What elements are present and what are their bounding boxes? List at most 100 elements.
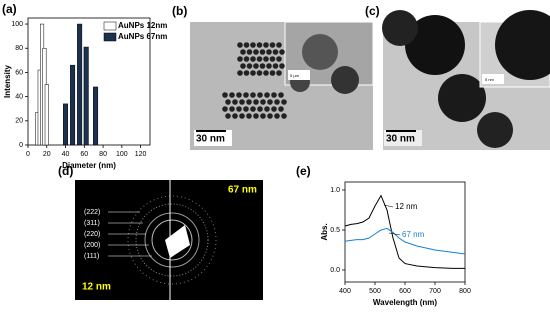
plot-frame xyxy=(27,17,151,146)
size-label: 12 nm xyxy=(82,282,111,293)
particle xyxy=(237,42,243,48)
plane-label: (111) xyxy=(84,253,99,260)
bar xyxy=(44,84,49,146)
x-tick-label: 400 xyxy=(339,288,351,295)
particle xyxy=(272,63,279,69)
particle xyxy=(253,63,259,69)
particle xyxy=(243,106,249,112)
y-tick-label: 80 xyxy=(15,45,23,52)
particle xyxy=(271,92,277,98)
particle xyxy=(243,56,250,62)
bar xyxy=(63,103,69,146)
particle xyxy=(276,56,282,62)
x-tick-label: 60 xyxy=(80,151,88,158)
particle xyxy=(253,99,259,105)
particle xyxy=(240,63,246,69)
particle xyxy=(250,106,256,112)
y-tick-label: 20 xyxy=(15,118,23,125)
particle xyxy=(271,106,277,112)
plane-label: (200) xyxy=(84,242,100,249)
x-tick-label: 500 xyxy=(369,288,381,295)
x-tick-label: 700 xyxy=(429,288,441,295)
y-tick-label: 60 xyxy=(15,69,23,76)
bar xyxy=(83,46,89,146)
particle xyxy=(256,70,263,76)
x-tick-label: 100 xyxy=(116,151,128,158)
particle xyxy=(236,106,242,112)
particle xyxy=(250,70,256,76)
particle xyxy=(246,49,253,55)
particle xyxy=(256,56,263,62)
particle xyxy=(278,106,284,112)
particle xyxy=(246,113,252,119)
series-label: 12 nm xyxy=(395,202,418,211)
particle xyxy=(250,42,256,48)
particle xyxy=(243,70,250,76)
particle xyxy=(260,99,266,105)
particle xyxy=(269,70,276,76)
particle xyxy=(279,63,285,69)
panel-label: (d) xyxy=(58,164,73,178)
particle xyxy=(256,42,263,48)
scale-bar-label: 30 nm xyxy=(386,134,415,145)
arrow xyxy=(388,232,401,236)
x-tick-label: 80 xyxy=(99,151,107,158)
particle xyxy=(225,113,231,119)
particle xyxy=(269,56,276,62)
particle xyxy=(246,63,253,69)
particle xyxy=(259,49,266,55)
particle xyxy=(239,99,245,105)
legend-swatch xyxy=(103,21,117,31)
line-series xyxy=(344,194,465,269)
particle xyxy=(257,106,263,112)
particle xyxy=(274,99,280,105)
particle xyxy=(232,113,238,119)
inset-scale-label: 5 nm xyxy=(485,77,495,82)
y-tick-label: 0 xyxy=(19,142,23,149)
particle xyxy=(281,99,287,105)
particle xyxy=(263,70,269,76)
tem-image-c: 30 nm 5 nm xyxy=(382,10,550,150)
particle xyxy=(243,92,249,98)
inset-scale-label: 5 μm xyxy=(290,73,300,78)
panel-label: (a) xyxy=(2,2,17,16)
x-axis-label: Diameter (nm) xyxy=(62,161,116,170)
particle xyxy=(281,113,287,119)
panel-label: (b) xyxy=(172,4,187,18)
panel-label: (c) xyxy=(365,4,380,18)
y-axis-label: Abs. xyxy=(320,223,329,240)
x-tick-label: 20 xyxy=(43,151,51,158)
particle xyxy=(264,92,270,98)
size-label: 67 nm xyxy=(228,185,257,196)
particle xyxy=(243,42,250,48)
line-series xyxy=(344,227,466,255)
particle xyxy=(278,92,284,98)
particle xyxy=(276,70,282,76)
arrow xyxy=(383,204,394,208)
bar xyxy=(93,86,99,146)
x-tick-label: 600 xyxy=(399,288,411,295)
particle xyxy=(274,113,280,119)
plane-label: (311) xyxy=(84,220,100,227)
legend-label: AuNPs 12nm xyxy=(118,21,167,30)
particle xyxy=(259,63,266,69)
scale-bar-label: 30 nm xyxy=(196,134,225,145)
tem-image-b: 30 nm 5 μm xyxy=(190,21,374,150)
particle xyxy=(250,56,256,62)
particle xyxy=(222,92,228,98)
particle xyxy=(237,56,243,62)
particle xyxy=(263,42,269,48)
particle xyxy=(267,99,273,105)
panel-label: (e) xyxy=(296,164,311,178)
y-tick-label: 0.0 xyxy=(330,267,340,274)
legend-swatch xyxy=(103,32,117,42)
y-tick-label: 0.5 xyxy=(330,227,340,234)
particle xyxy=(253,49,259,55)
particle xyxy=(229,106,235,112)
particle xyxy=(272,49,279,55)
particle xyxy=(257,92,263,98)
particle xyxy=(222,106,228,112)
x-tick-label: 40 xyxy=(62,151,70,158)
particle xyxy=(266,49,272,55)
